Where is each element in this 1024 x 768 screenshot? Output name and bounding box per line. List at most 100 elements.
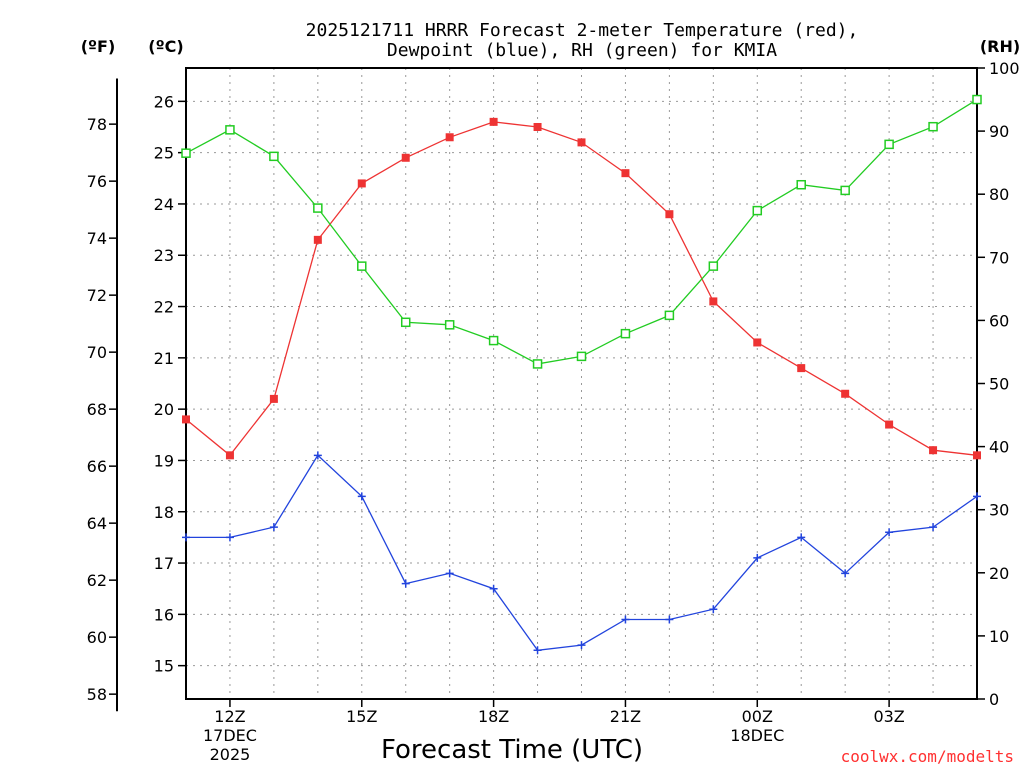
temperature-point bbox=[489, 117, 498, 126]
temperature-point bbox=[885, 420, 894, 429]
dewpoint-point bbox=[929, 523, 938, 532]
fahrenheit-tick-label: 58 bbox=[87, 685, 107, 704]
chart-title-line-2: Dewpoint (blue), RH (green) for KMIA bbox=[387, 40, 777, 61]
rh-point bbox=[313, 203, 323, 213]
dewpoint-point bbox=[973, 492, 981, 501]
celsius-tick-label: 15 bbox=[154, 657, 174, 676]
temperature-point bbox=[929, 446, 938, 455]
temperature-point bbox=[533, 122, 542, 131]
celsius-tick-label: 25 bbox=[154, 144, 174, 163]
celsius-tick-label: 26 bbox=[154, 92, 174, 111]
rh-tick-label: 40 bbox=[989, 438, 1009, 457]
rh-tick-label: 70 bbox=[989, 248, 1009, 267]
fahrenheit-unit-label: (ºF) bbox=[81, 37, 116, 56]
chart-title-line-1: 2025121711 HRRR Forecast 2-meter Tempera… bbox=[306, 20, 859, 41]
dewpoint-point bbox=[445, 569, 454, 578]
temperature-point bbox=[357, 179, 366, 188]
rh-point bbox=[400, 317, 411, 328]
fahrenheit-tick-label: 68 bbox=[87, 400, 107, 419]
rh-tick-label: 30 bbox=[989, 501, 1009, 520]
celsius-unit-label: (ºC) bbox=[148, 37, 183, 56]
fahrenheit-tick-label: 72 bbox=[87, 286, 107, 305]
celsius-tick-label: 17 bbox=[154, 554, 174, 573]
fahrenheit-tick-label: 70 bbox=[87, 343, 107, 362]
rh-point bbox=[708, 261, 719, 271]
rh-tick-label: 100 bbox=[989, 59, 1020, 78]
dewpoint-point bbox=[269, 523, 278, 532]
x-tick-label: 00Z bbox=[742, 707, 773, 726]
dewpoint-point bbox=[225, 533, 234, 542]
rh-tick-label: 80 bbox=[989, 185, 1009, 204]
rh-point bbox=[972, 94, 982, 105]
rh-point bbox=[576, 351, 587, 362]
temperature-point bbox=[753, 338, 762, 347]
celsius-tick-label: 18 bbox=[154, 503, 174, 522]
dewpoint-point bbox=[533, 646, 542, 655]
x-tick-label: 2025 bbox=[210, 745, 251, 764]
rh-point bbox=[225, 125, 235, 135]
dewpoint-point bbox=[313, 451, 322, 460]
celsius-tick-label: 20 bbox=[154, 400, 174, 419]
dewpoint-point bbox=[621, 615, 630, 624]
rh-point bbox=[444, 320, 455, 330]
rh-tick-label: 10 bbox=[989, 627, 1009, 646]
rh-point bbox=[269, 151, 279, 162]
fahrenheit-tick-label: 78 bbox=[87, 115, 107, 134]
x-tick-label: 03Z bbox=[873, 707, 904, 726]
temperature-point bbox=[665, 210, 674, 219]
rh-point bbox=[928, 121, 938, 132]
fahrenheit-tick-label: 60 bbox=[87, 628, 107, 647]
fahrenheit-tick-label: 74 bbox=[87, 229, 107, 248]
temperature-point bbox=[709, 297, 718, 306]
rh-point bbox=[532, 359, 543, 369]
celsius-tick-label: 21 bbox=[154, 349, 174, 368]
rh-point bbox=[664, 310, 675, 321]
dewpoint-point bbox=[401, 579, 410, 588]
temperature-point bbox=[577, 138, 586, 147]
dewpoint-point bbox=[182, 533, 190, 542]
dewpoint-point bbox=[709, 605, 718, 614]
rh-tick-label: 20 bbox=[989, 564, 1009, 583]
rh-point bbox=[840, 185, 850, 196]
temperature-point bbox=[269, 394, 278, 403]
celsius-tick-label: 23 bbox=[154, 246, 174, 265]
x-axis-label: Forecast Time (UTC) bbox=[381, 735, 643, 765]
data-series bbox=[181, 94, 982, 655]
rh-tick-label: 50 bbox=[989, 375, 1009, 394]
celsius-tick-label: 19 bbox=[154, 451, 174, 470]
rh-tick-label: 90 bbox=[989, 122, 1009, 141]
fahrenheit-tick-label: 62 bbox=[87, 571, 107, 590]
dewpoint-point bbox=[885, 528, 894, 537]
celsius-tick-label: 16 bbox=[154, 605, 174, 624]
dewpoint-point bbox=[797, 533, 806, 542]
rh-point bbox=[181, 148, 191, 158]
credit-text: coolwx.com/modelts bbox=[841, 747, 1014, 766]
x-tick-label: 12Z bbox=[214, 707, 245, 726]
dewpoint-point bbox=[489, 584, 498, 593]
x-tick-label: 18DEC bbox=[730, 726, 784, 745]
fahrenheit-tick-label: 64 bbox=[87, 514, 107, 533]
temperature-point bbox=[445, 133, 454, 142]
temperature-point bbox=[313, 235, 322, 244]
dewpoint-point bbox=[357, 492, 366, 501]
temperature-point bbox=[797, 364, 806, 373]
x-tick-label: 21Z bbox=[610, 707, 641, 726]
dewpoint-point bbox=[665, 615, 674, 624]
temperature-point bbox=[401, 153, 410, 162]
rh-tick-label: 60 bbox=[989, 311, 1009, 330]
x-tick-label: 17DEC bbox=[203, 726, 257, 745]
x-tick-label: 15Z bbox=[346, 707, 377, 726]
rh-point bbox=[488, 335, 499, 346]
rh-tick-label: 0 bbox=[989, 690, 999, 709]
rh-unit-label: (RH) bbox=[980, 37, 1020, 56]
temperature-point bbox=[182, 415, 190, 424]
fahrenheit-tick-label: 66 bbox=[87, 457, 107, 476]
axes: 58 60 62 64 66 68 70 72 74 76 78 15 16 17 18 19 20 21 22 23… bbox=[87, 59, 1020, 712]
rh-point bbox=[357, 261, 367, 271]
temperature-point bbox=[621, 169, 630, 178]
dewpoint-point bbox=[577, 641, 586, 650]
celsius-tick-label: 22 bbox=[154, 298, 174, 317]
dewpoint-point bbox=[841, 569, 850, 578]
